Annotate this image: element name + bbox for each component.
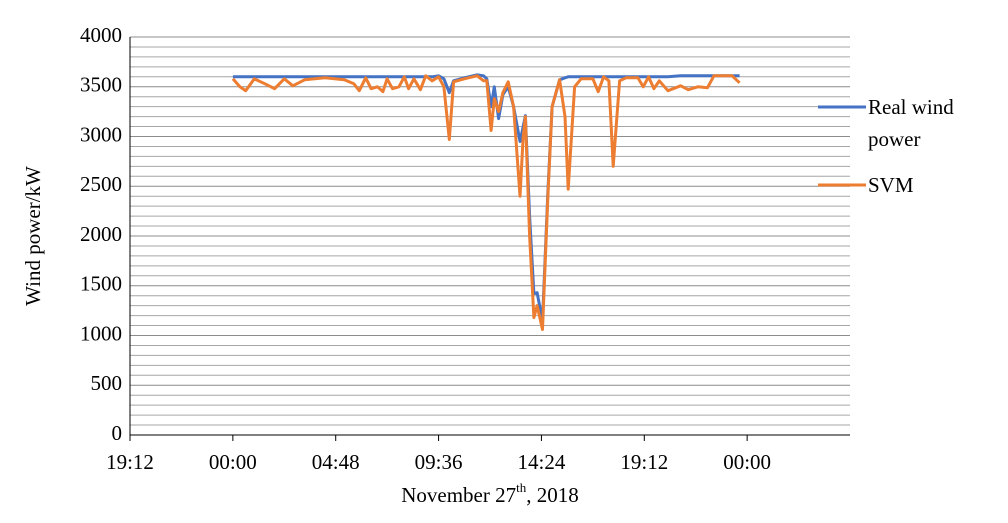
x-tick-label: 04:48 xyxy=(312,450,360,474)
y-tick-label: 1500 xyxy=(80,272,122,296)
y-tick-label: 2000 xyxy=(80,222,122,246)
x-axis-title-text: November 27 xyxy=(401,483,516,507)
y-axis-title: Wind power/kW xyxy=(21,166,45,306)
x-axis-title-sup: th xyxy=(516,480,527,495)
y-tick-label: 4000 xyxy=(80,23,122,47)
y-tick-label: 0 xyxy=(112,421,123,445)
legend-label: Real wind power xyxy=(868,95,954,151)
y-tick-label: 3500 xyxy=(80,73,122,97)
x-tick-label: 19:12 xyxy=(620,450,668,474)
x-axis-title: November 27th, 2018 xyxy=(401,480,579,506)
x-tick-label: 00:00 xyxy=(209,450,257,474)
x-tick-label: 09:36 xyxy=(415,450,463,474)
x-tick-label: 19:12 xyxy=(106,450,154,474)
y-tick-label: 1000 xyxy=(80,321,122,345)
x-tick-label: 00:00 xyxy=(723,450,771,474)
series-line xyxy=(232,73,740,323)
legend-label: SVM xyxy=(868,173,914,197)
y-tick-label: 2500 xyxy=(80,172,122,196)
x-tick-label: 14:24 xyxy=(518,450,566,474)
x-axis-title-suffix: , 2018 xyxy=(526,483,579,507)
y-tick-label: 3000 xyxy=(80,122,122,146)
series-line xyxy=(231,74,741,331)
y-tick-label: 500 xyxy=(91,371,123,395)
